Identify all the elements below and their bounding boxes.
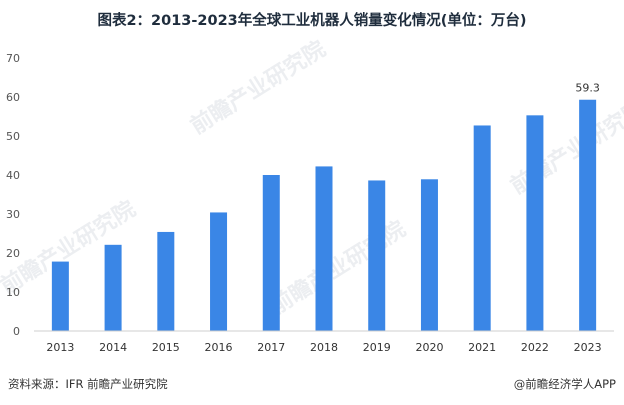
bar-chart: 0 10 20 30 40 50 60 70 2013 2014 2015 2016 2017 2018… bbox=[6, 52, 614, 354]
source-note: 资料来源：IFR 前瞻产业研究院 bbox=[8, 377, 168, 391]
bar-2021 bbox=[473, 125, 491, 331]
x-tick-label: 2015 bbox=[152, 341, 180, 354]
chart-title: 图表2：2013-2023年全球工业机器人销量变化情况(单位：万台) bbox=[97, 13, 527, 29]
data-label-2023: 59.3 bbox=[575, 82, 600, 95]
y-axis: 0 10 20 30 40 50 60 70 bbox=[6, 52, 20, 338]
x-tick-label: 2018 bbox=[310, 341, 338, 354]
x-tick-label: 2021 bbox=[468, 341, 496, 354]
bar-2013 bbox=[51, 261, 69, 331]
data-labels: 59.3 bbox=[575, 82, 600, 95]
x-tick-label: 2014 bbox=[99, 341, 127, 354]
bar-2019 bbox=[368, 180, 386, 331]
x-tick-label: 2016 bbox=[205, 341, 233, 354]
x-tick-label: 2013 bbox=[46, 341, 74, 354]
brand-credit: @前瞻经济学人APP bbox=[514, 376, 616, 392]
y-tick-label: 0 bbox=[13, 325, 20, 338]
bar-2016 bbox=[210, 212, 228, 331]
x-tick-label: 2022 bbox=[521, 341, 549, 354]
x-tick-label: 2017 bbox=[257, 341, 285, 354]
x-tick-label: 2019 bbox=[363, 341, 391, 354]
bar-2020 bbox=[420, 179, 438, 331]
y-tick-label: 10 bbox=[6, 286, 20, 299]
bar-2017 bbox=[262, 175, 280, 331]
y-tick-label: 60 bbox=[6, 91, 20, 104]
x-axis: 2013 2014 2015 2016 2017 2018 2019 2020 2021 2022… bbox=[46, 341, 601, 354]
y-tick-label: 70 bbox=[6, 52, 20, 65]
bar-2018 bbox=[315, 166, 333, 331]
y-tick-label: 20 bbox=[6, 247, 20, 260]
y-tick-label: 50 bbox=[6, 130, 20, 143]
brand-text: @前瞻经济学人APP bbox=[513, 377, 616, 391]
x-tick-label: 2023 bbox=[574, 341, 602, 354]
bar-2023 bbox=[579, 99, 597, 331]
bars bbox=[51, 99, 597, 331]
bar-2015 bbox=[157, 231, 175, 331]
bar-2022 bbox=[526, 115, 544, 331]
y-tick-label: 40 bbox=[6, 169, 20, 182]
y-tick-label: 30 bbox=[6, 208, 20, 221]
bar-2014 bbox=[104, 244, 122, 331]
x-tick-label: 2020 bbox=[415, 341, 443, 354]
